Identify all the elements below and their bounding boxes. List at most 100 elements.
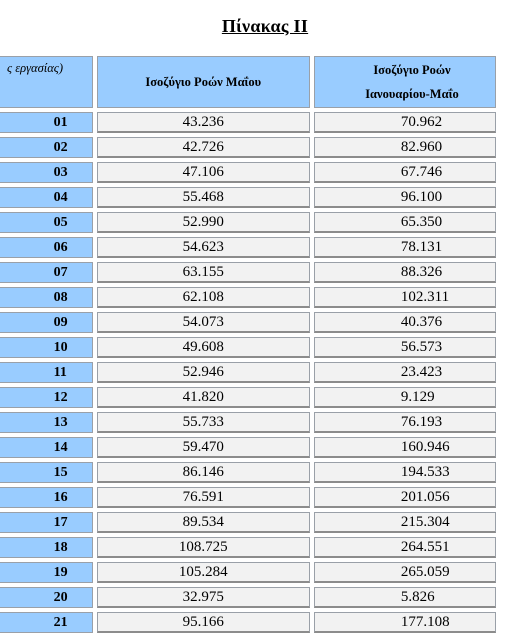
row-may-value: 54.073 [96,312,310,333]
row-code-cell: 02 [0,137,93,158]
row-jan-may-value: 65.350 [313,212,496,233]
row-code-cell: 08 [0,287,93,308]
header-jan-may-line2: Ιανουαρίου-Μαΐο [365,87,459,101]
row-may-value: 55.733 [96,412,310,433]
row-code-cell: 10 [0,337,93,358]
table-body: 01 43.236 70.962 02 42.726 82.960 03 47.106 67.7… [0,112,496,633]
row-may-value: 62.108 [96,287,310,308]
row-may-value: 86.146 [96,462,310,483]
row-jan-may-value: 102.311 [313,287,496,308]
row-code-cell: 18 [0,537,93,558]
row-jan-may-value: 194.533 [313,462,496,483]
row-may-value: 43.236 [96,112,310,133]
row-code-cell: 15 [0,462,93,483]
row-code: 19 [53,564,68,580]
row-code: 17 [53,514,68,530]
table-row: 10 49.608 56.573 [0,337,496,358]
row-may-value: 108.725 [96,537,310,558]
row-code: 01 [53,114,68,130]
row-jan-may-value: 82.960 [313,137,496,158]
row-jan-may-value: 23.423 [313,362,496,383]
row-code: 16 [53,489,68,505]
row-code: 21 [53,614,68,630]
table-row: 20 32.975 5.826 [0,587,496,608]
row-may-value: 59.470 [96,437,310,458]
row-jan-may-value: 78.131 [313,237,496,258]
row-code: 14 [53,439,68,455]
row-jan-may-value: 70.962 [313,112,496,133]
header-may-balance: Ισοζύγιο Ροών Μαΐου [96,56,310,108]
row-code-cell: 03 [0,162,93,183]
table-row: 19 105.284 265.059 [0,562,496,583]
row-code-cell: 11 [0,362,93,383]
header-jan-may-balance: Ισοζύγιο Ροών Ιανουαρίου-Μαΐο [313,56,496,108]
row-may-value: 95.166 [96,612,310,633]
row-jan-may-value: 5.826 [313,587,496,608]
row-jan-may-value: 96.100 [313,187,496,208]
table-row: 21 95.166 177.108 [0,612,496,633]
row-may-value: 42.726 [96,137,310,158]
row-code: 12 [53,389,68,405]
header-jan-may-line1: Ισοζύγιο Ροών [373,63,451,77]
row-code: 04 [53,189,68,205]
table-row: 08 62.108 102.311 [0,287,496,308]
row-code-cell: 16 [0,487,93,508]
row-code: 15 [53,464,68,480]
row-jan-may-value: 40.376 [313,312,496,333]
row-code: 02 [53,139,68,155]
table-row: 03 47.106 67.746 [0,162,496,183]
row-code-cell: 14 [0,437,93,458]
row-code: 09 [53,314,68,330]
row-may-value: 76.591 [96,487,310,508]
row-may-value: 63.155 [96,262,310,283]
row-code-cell: 13 [0,412,93,433]
header-code: ς εργασίας) [0,56,93,108]
row-jan-may-value: 265.059 [313,562,496,583]
row-code-cell: 20 [0,587,93,608]
table-row: 05 52.990 65.350 [0,212,496,233]
row-code: 11 [53,364,67,380]
row-may-value: 89.534 [96,512,310,533]
table-row: 15 86.146 194.533 [0,462,496,483]
row-code-cell: 04 [0,187,93,208]
row-jan-may-value: 177.108 [313,612,496,633]
row-code: 20 [53,589,68,605]
row-may-value: 55.468 [96,187,310,208]
row-code-cell: 06 [0,237,93,258]
row-may-value: 54.623 [96,237,310,258]
header-code-label: ς εργασίας) [7,61,64,75]
row-code-cell: 09 [0,312,93,333]
table-row: 07 63.155 88.326 [0,262,496,283]
row-may-value: 41.820 [96,387,310,408]
row-jan-may-value: 9.129 [313,387,496,408]
flows-table: ς εργασίας) Ισοζύγιο Ροών Μαΐου Ισοζύγιο… [0,52,500,637]
table-row: 18 108.725 264.551 [0,537,496,558]
row-may-value: 49.608 [96,337,310,358]
row-jan-may-value: 56.573 [313,337,496,358]
row-code: 08 [53,289,68,305]
row-may-value: 105.284 [96,562,310,583]
row-may-value: 32.975 [96,587,310,608]
row-code-cell: 19 [0,562,93,583]
row-jan-may-value: 67.746 [313,162,496,183]
row-may-value: 52.990 [96,212,310,233]
table-row: 06 54.623 78.131 [0,237,496,258]
row-jan-may-value: 88.326 [313,262,496,283]
row-code: 03 [53,164,68,180]
row-jan-may-value: 201.056 [313,487,496,508]
table-row: 12 41.820 9.129 [0,387,496,408]
row-code: 06 [53,239,68,255]
table-row: 13 55.733 76.193 [0,412,496,433]
table-header-row: ς εργασίας) Ισοζύγιο Ροών Μαΐου Ισοζύγιο… [0,56,496,108]
row-jan-may-value: 264.551 [313,537,496,558]
row-jan-may-value: 215.304 [313,512,496,533]
table-row: 14 59.470 160.946 [0,437,496,458]
row-jan-may-value: 76.193 [313,412,496,433]
row-code-cell: 12 [0,387,93,408]
table-row: 04 55.468 96.100 [0,187,496,208]
row-jan-may-value: 160.946 [313,437,496,458]
table-row: 01 43.236 70.962 [0,112,496,133]
page-title: Πίνακας ΙΙ [221,16,309,36]
table-row: 09 54.073 40.376 [0,312,496,333]
table-row: 02 42.726 82.960 [0,137,496,158]
